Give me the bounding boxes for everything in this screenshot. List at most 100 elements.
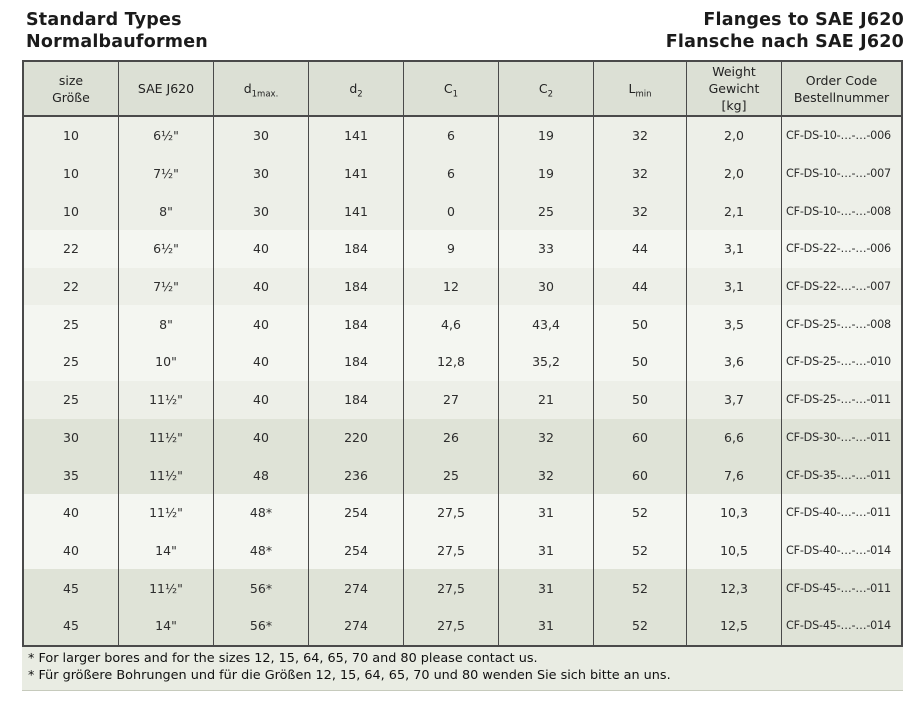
cell-c1: 6: [404, 154, 499, 193]
cell-d2: 274: [309, 606, 404, 645]
cell-c2: 21: [499, 380, 594, 419]
cell-weight: 10,5: [687, 531, 782, 570]
cell-c1: 12: [404, 267, 499, 306]
table-header-row: size Größe SAE J620 d1max. d2 C1 C2 Lmin: [24, 62, 901, 117]
cell-c1: 26: [404, 418, 499, 457]
cell-weight: 3,1: [687, 230, 782, 268]
table-row: 10 6½" 30 141 6 19 32 2,0 CF-DS-10-…-…-006: [24, 117, 901, 155]
header-size: size Größe: [24, 62, 119, 115]
cell-weight: 10,3: [687, 493, 782, 532]
cell-c1: 27,5: [404, 606, 499, 645]
cell-order: CF-DS-22-…-…-006: [786, 242, 891, 256]
cell-c2: 19: [499, 154, 594, 193]
cell-d2: 236: [309, 456, 404, 494]
cell-c2: 43,4: [499, 305, 594, 344]
cell-sae: 6½": [119, 230, 214, 268]
cell-size: 22: [24, 267, 119, 306]
cell-d2: 184: [309, 343, 404, 381]
header-d2: d2: [309, 62, 404, 115]
cell-d1max: 40: [214, 230, 309, 268]
cell-c2: 31: [499, 606, 594, 645]
header-weight: Weight Gewicht [kg]: [687, 62, 782, 115]
cell-d1max: 40: [214, 380, 309, 419]
cell-sae: 8": [119, 305, 214, 344]
cell-weight: 7,6: [687, 456, 782, 494]
cell-c2: 33: [499, 230, 594, 268]
cell-d1max: 30: [214, 154, 309, 193]
cell-c2: 32: [499, 456, 594, 494]
cell-d2: 184: [309, 380, 404, 419]
header-order-code: Order Code Bestellnummer: [782, 62, 901, 115]
cell-c1: 27: [404, 380, 499, 419]
cell-size: 10: [24, 192, 119, 231]
cell-order: CF-DS-40-…-…-014: [786, 543, 891, 557]
cell-lmin: 50: [594, 380, 687, 419]
cell-lmin: 44: [594, 267, 687, 306]
cell-d1max: 48: [214, 456, 309, 494]
cell-size: 40: [24, 493, 119, 532]
cell-size: 10: [24, 154, 119, 193]
table-row: 35 11½" 48 236 25 32 60 7,6 CF-DS-35-…-…-011: [24, 456, 901, 494]
table-row: 10 8" 30 141 0 25 32 2,1 CF-DS-10-…-…-008: [24, 192, 901, 231]
cell-sae: 11½": [119, 380, 214, 419]
cell-weight: 2,0: [687, 117, 782, 155]
cell-d1max: 56*: [214, 606, 309, 645]
cell-weight: 12,5: [687, 606, 782, 645]
cell-d2: 184: [309, 267, 404, 306]
cell-sae: 7½": [119, 154, 214, 193]
cell-sae: 8": [119, 192, 214, 231]
page-title-bar: Standard Types Normalbauformen Flanges t…: [26, 10, 904, 53]
cell-order: CF-DS-35-…-…-011: [786, 468, 891, 482]
table-body: 10 6½" 30 141 6 19 32 2,0 CF-DS-10-…-…-006 10 7½" 3…: [24, 117, 901, 645]
cell-c1: 9: [404, 230, 499, 268]
cell-c2: 35,2: [499, 343, 594, 381]
cell-c1: 27,5: [404, 569, 499, 607]
table-row: 40 11½" 48* 254 27,5 31 52 10,3 CF-DS-40-…-…-011: [24, 493, 901, 532]
cell-size: 22: [24, 230, 119, 268]
title-german: Normalbauformen: [26, 31, 208, 52]
cell-size: 30: [24, 418, 119, 457]
cell-d2: 220: [309, 418, 404, 457]
cell-c1: 4,6: [404, 305, 499, 344]
cell-d1max: 40: [214, 343, 309, 381]
page-title-left: Standard Types Normalbauformen: [26, 10, 208, 53]
cell-weight: 3,1: [687, 267, 782, 306]
cell-size: 10: [24, 117, 119, 155]
cell-c2: 31: [499, 493, 594, 532]
header-lmin: Lmin: [594, 62, 687, 115]
title-english: Standard Types: [26, 10, 182, 30]
cell-weight: 3,7: [687, 380, 782, 419]
header-size-en: size: [58, 72, 84, 88]
cell-d2: 254: [309, 531, 404, 570]
header-order-en: Order Code: [805, 72, 878, 88]
cell-c2: 32: [499, 418, 594, 457]
table-row: 45 11½" 56* 274 27,5 31 52 12,3 CF-DS-45-…-…-011: [24, 569, 901, 607]
header-c1: C1: [404, 62, 499, 115]
table-row: 25 10" 40 184 12,8 35,2 50 3,6 CF-DS-25-…-…-010: [24, 343, 901, 381]
cell-d2: 141: [309, 117, 404, 155]
cell-order: CF-DS-30-…-…-011: [786, 430, 891, 444]
cell-sae: 14": [119, 606, 214, 645]
header-d1max: d1max.: [214, 62, 309, 115]
header-sae-j620: SAE J620: [119, 62, 214, 115]
cell-sae: 7½": [119, 267, 214, 306]
flange-dimensions-table: size Größe SAE J620 d1max. d2 C1 C2 Lmin: [22, 60, 903, 647]
cell-order: CF-DS-22-…-…-007: [786, 280, 891, 294]
cell-sae: 10": [119, 343, 214, 381]
cell-c2: 19: [499, 117, 594, 155]
footnote-german: * Für größere Bohrungen und für die Größ…: [28, 668, 671, 684]
catalog-page: Standard Types Normalbauformen Flanges t…: [0, 10, 922, 702]
cell-d1max: 56*: [214, 569, 309, 607]
cell-lmin: 50: [594, 305, 687, 344]
cell-c2: 31: [499, 531, 594, 570]
cell-order: CF-DS-25-…-…-011: [786, 393, 891, 407]
cell-lmin: 52: [594, 569, 687, 607]
cell-d1max: 40: [214, 305, 309, 344]
header-weight-de: Gewicht: [708, 81, 760, 96]
cell-order: CF-DS-45-…-…-011: [786, 581, 891, 595]
cell-sae: 11½": [119, 456, 214, 494]
cell-sae: 11½": [119, 493, 214, 532]
cell-d2: 254: [309, 493, 404, 532]
cell-d2: 184: [309, 230, 404, 268]
cell-sae: 11½": [119, 569, 214, 607]
